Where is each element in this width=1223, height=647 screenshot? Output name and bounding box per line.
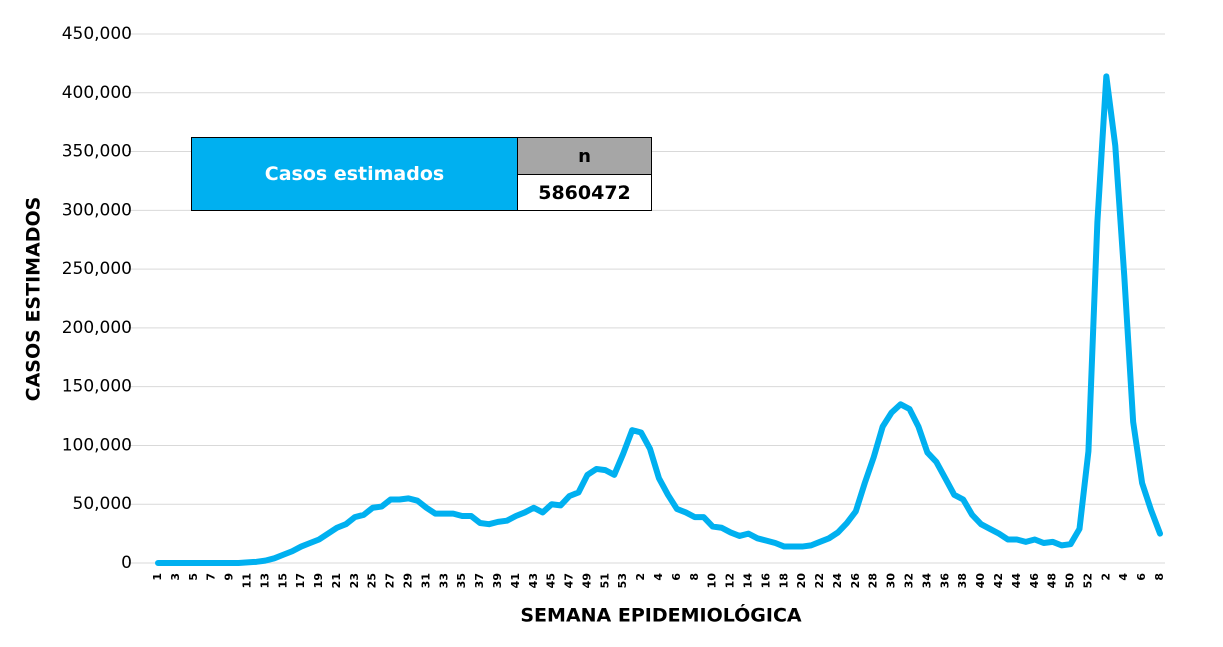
y-tick-label: 400,000 [62, 83, 132, 103]
x-tick-label: 50 [1064, 573, 1077, 589]
y-tick-label: 150,000 [62, 377, 132, 397]
x-tick-label: 42 [992, 573, 1005, 588]
y-tick-label: 50,000 [73, 494, 132, 514]
x-tick-label: 26 [849, 573, 862, 589]
x-tick-label: 22 [813, 573, 826, 588]
x-tick-label: 33 [437, 573, 450, 588]
x-tick-label: 48 [1046, 573, 1059, 588]
x-tick-label: 17 [294, 573, 307, 588]
x-tick-label: 5 [187, 573, 200, 581]
x-tick-label: 4 [1117, 573, 1130, 581]
table-header: n [518, 138, 651, 175]
y-tick-label: 300,000 [62, 200, 132, 220]
x-tick-label: 2 [634, 573, 647, 581]
x-tick-label: 32 [903, 573, 916, 588]
x-tick-label: 18 [777, 573, 790, 588]
x-tick-label: 8 [1153, 573, 1166, 581]
table-label: Casos estimados [192, 138, 518, 210]
x-tick-label: 8 [688, 573, 701, 581]
x-tick-label: 43 [527, 573, 540, 588]
x-tick-label: 46 [1028, 573, 1041, 589]
x-tick-label: 14 [741, 573, 754, 589]
y-tick-label: 100,000 [62, 435, 132, 455]
x-tick-label: 15 [276, 573, 289, 588]
x-tick-label: 27 [384, 573, 397, 588]
x-tick-label: 25 [366, 573, 379, 588]
x-tick-label: 44 [1010, 573, 1023, 589]
x-tick-label: 29 [402, 573, 415, 588]
x-tick-label: 9 [223, 573, 236, 581]
table-value: 5860472 [518, 175, 651, 210]
x-tick-label: 10 [706, 573, 719, 589]
x-tick-label: 47 [563, 573, 576, 588]
x-tick-label: 16 [759, 573, 772, 589]
y-tick-label: 200,000 [62, 318, 132, 338]
x-tick-label: 13 [258, 573, 271, 588]
y-axis-title: CASOS ESTIMADOS [23, 197, 45, 402]
y-tick-label: 250,000 [62, 259, 132, 279]
x-tick-label: 37 [473, 573, 486, 588]
x-tick-label: 1 [151, 573, 164, 581]
table-right: n 5860472 [518, 138, 651, 210]
x-tick-label: 12 [724, 573, 737, 588]
x-tick-label: 21 [330, 573, 343, 588]
x-tick-label: 4 [652, 573, 665, 581]
x-tick-label: 6 [1135, 573, 1148, 581]
x-tick-label: 34 [920, 573, 933, 589]
x-tick-label: 20 [795, 573, 808, 589]
x-tick-label: 19 [312, 573, 325, 588]
x-tick-label: 28 [867, 573, 880, 588]
x-tick-label: 45 [545, 573, 558, 588]
y-tick-label: 450,000 [62, 24, 132, 44]
x-tick-label: 30 [885, 573, 898, 589]
x-tick-label: 7 [205, 573, 218, 581]
x-tick-label: 36 [938, 573, 951, 589]
x-tick-label: 6 [670, 573, 683, 581]
x-tick-label: 49 [580, 573, 593, 588]
x-tick-label: 11 [240, 573, 253, 588]
x-tick-label: 41 [509, 573, 522, 588]
summary-table: Casos estimados n 5860472 [191, 137, 652, 211]
y-tick-label: 0 [121, 553, 132, 573]
x-tick-label: 24 [831, 573, 844, 589]
y-tick-label: 350,000 [62, 142, 132, 162]
x-tick-label: 40 [974, 573, 987, 589]
x-tick-label: 39 [491, 573, 504, 588]
x-tick-label: 23 [348, 573, 361, 588]
data-line [155, 73, 1163, 566]
x-tick-label: 3 [169, 573, 182, 581]
x-tick-label: 51 [598, 573, 611, 588]
x-tick-label: 31 [419, 573, 432, 588]
x-tick-label: 52 [1081, 573, 1094, 588]
x-tick-label: 38 [956, 573, 969, 588]
x-tick-label: 35 [455, 573, 468, 588]
x-tick-label: 53 [616, 573, 629, 588]
x-axis-title: SEMANA EPIDEMIOLÓGICA [520, 603, 802, 627]
x-tick-label: 2 [1099, 573, 1112, 581]
